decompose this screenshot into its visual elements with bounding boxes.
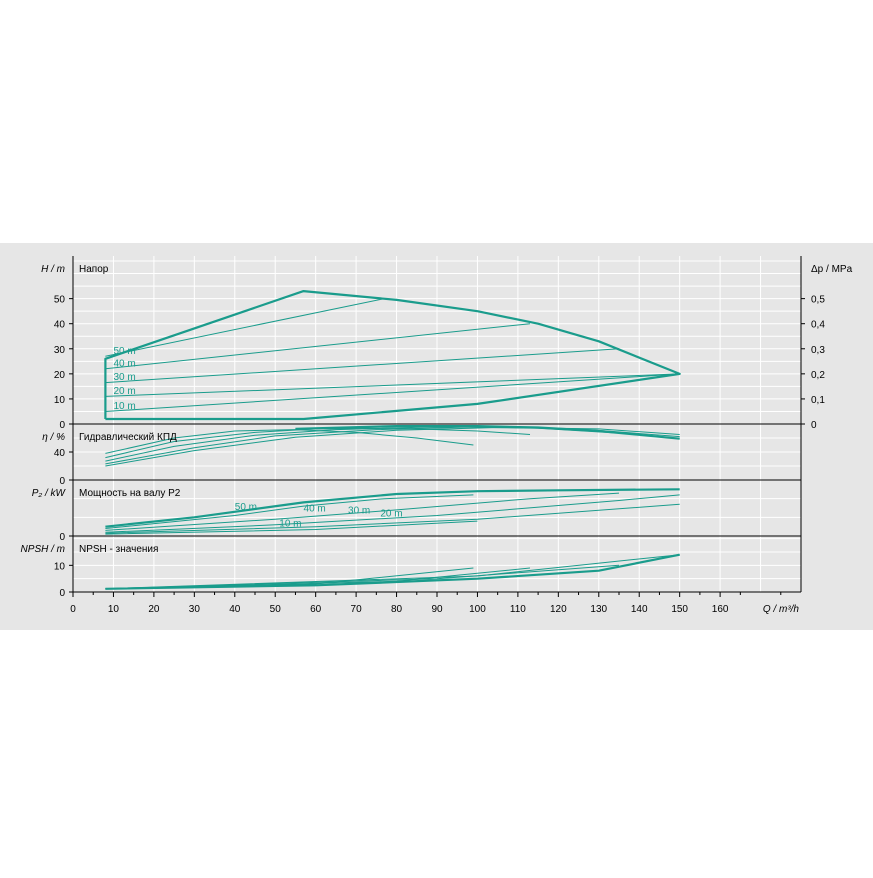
y-tick-label: 40: [54, 448, 66, 459]
y-tick-label: 20: [54, 370, 66, 381]
curve-label: 30 m: [348, 506, 370, 517]
y-axis-label: η / %: [42, 432, 65, 443]
curve-efficiency-max: [295, 425, 680, 440]
x-tick-label: 100: [469, 604, 486, 615]
panel-head: [69, 256, 805, 425]
x-tick-label: 80: [391, 604, 403, 615]
panel-title: Мощность на валу P2: [79, 488, 181, 499]
x-tick-label: 70: [351, 604, 363, 615]
x-tick-label: 150: [671, 604, 688, 615]
panel-title: Напор: [79, 264, 109, 275]
right-tick-label: 0,3: [811, 345, 825, 356]
y-tick-label: 0: [59, 476, 65, 487]
x-tick-label: 140: [631, 604, 648, 615]
y-tick-label: 50: [54, 295, 66, 306]
x-axis-label: Q / m³/h: [763, 604, 800, 615]
curve-head-50-m: [105, 298, 385, 357]
curve-label: 40 m: [304, 504, 326, 515]
curve-label: 50 m: [113, 346, 135, 357]
curve-label: 50 m: [235, 502, 257, 513]
curve-npsh-20-m: [105, 554, 680, 590]
panel-power: [69, 480, 802, 537]
curve-head-20-m: [105, 373, 680, 397]
x-tick-label: 90: [431, 604, 443, 615]
curve-npsh-max: [105, 553, 680, 590]
curve-power-10-m: [105, 520, 478, 535]
right-tick-label: 0,5: [811, 295, 825, 306]
panel-title: Гидравлический КПД: [79, 432, 177, 443]
y-tick-label: 0: [59, 532, 65, 543]
x-tick-label: 10: [108, 604, 120, 615]
x-tick-label: 0: [70, 604, 76, 615]
right-tick-label: 0: [811, 420, 817, 431]
curve-label: 20 m: [380, 508, 402, 519]
panel-title: NPSH - значения: [79, 544, 158, 555]
y-tick-label: 10: [54, 561, 66, 572]
curve-power-30-m: [105, 494, 680, 533]
curve-power-max: [105, 488, 680, 528]
right-tick-label: 0,2: [811, 370, 825, 381]
panel-efficiency: [69, 424, 802, 481]
right-tick-label: 0,4: [811, 320, 825, 331]
curve-label: 40 m: [113, 358, 135, 369]
curve-label: 10 m: [113, 401, 135, 412]
curve-head-40-m: [105, 323, 531, 370]
x-tick-label: 110: [510, 604, 526, 615]
x-tick-label: 20: [148, 604, 160, 615]
curve-efficiency-10-m: [105, 427, 680, 467]
x-tick-label: 120: [550, 604, 567, 615]
curve-label: 10 m: [279, 519, 301, 530]
right-tick-label: 0,1: [811, 395, 825, 406]
x-tick-label: 60: [310, 604, 322, 615]
right-axis-label: Δp / MPa: [811, 264, 853, 275]
x-tick-label: 50: [270, 604, 282, 615]
curve-head-10-m: [105, 373, 680, 412]
curve-power-40-m: [105, 492, 620, 531]
curve-label: 30 m: [113, 372, 135, 383]
y-axis-label: H / m: [41, 264, 65, 275]
y-tick-label: 0: [59, 420, 65, 431]
x-tick-label: 30: [189, 604, 201, 615]
y-tick-label: 10: [54, 395, 66, 406]
y-tick-label: 0: [59, 588, 65, 599]
curve-head-envelope: [104, 290, 681, 421]
x-tick-label: 130: [590, 604, 607, 615]
curve-power-20-m: [105, 503, 680, 534]
curve-head-30-m: [105, 348, 620, 384]
x-tick-label: 40: [229, 604, 241, 615]
curve-power-50-m: [105, 494, 474, 529]
curve-label: 20 m: [113, 386, 135, 397]
y-tick-label: 40: [54, 320, 66, 331]
y-tick-label: 30: [54, 345, 66, 356]
x-tick-label: 160: [712, 604, 729, 615]
y-axis-label: NPSH / m: [21, 544, 65, 555]
y-axis-label: P₂ / kW: [32, 488, 67, 499]
